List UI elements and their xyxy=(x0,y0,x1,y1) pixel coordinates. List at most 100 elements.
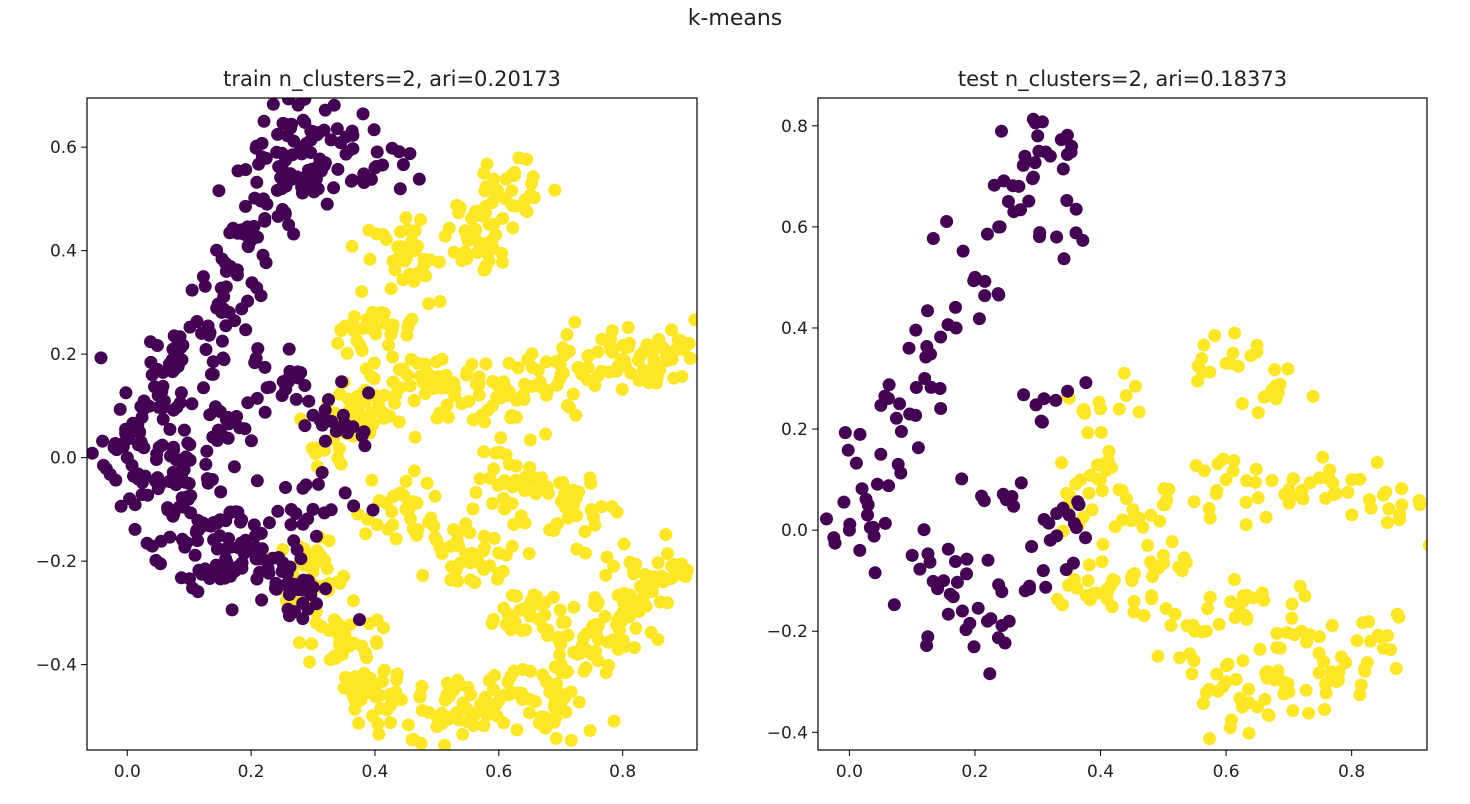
test-cluster1-point xyxy=(1306,389,1320,403)
test-cluster0-point xyxy=(956,244,970,258)
train-cluster1-point xyxy=(453,678,467,692)
train-cluster0-point xyxy=(276,172,290,186)
test-cluster1-point xyxy=(1345,473,1359,487)
train-cluster0-point xyxy=(288,580,301,594)
test-cluster1-point xyxy=(1100,582,1114,596)
train-cluster1-point xyxy=(331,336,345,350)
test-cluster0-point xyxy=(971,601,985,615)
train-cluster1-point xyxy=(718,343,731,356)
train-cluster1-point xyxy=(564,685,578,699)
test-cluster1-point xyxy=(1172,560,1186,574)
test-cluster0-point xyxy=(1060,148,1074,161)
train-cluster0-point xyxy=(200,444,214,458)
test-cluster1-point xyxy=(1286,472,1300,486)
test-cluster1-point xyxy=(1270,626,1284,640)
train-cluster0-point xyxy=(251,552,264,566)
train-cluster0-point xyxy=(396,158,410,172)
train-cluster1-point xyxy=(411,269,425,283)
train-cluster1-point xyxy=(487,462,501,476)
train-cluster0-point xyxy=(179,450,193,464)
test-cluster0-point xyxy=(909,408,923,422)
test-cluster1-point xyxy=(1282,685,1296,699)
test-points xyxy=(820,112,1427,746)
test-cluster0-point xyxy=(878,516,892,530)
train-cluster0-point xyxy=(358,439,372,453)
test-cluster1-point xyxy=(1219,473,1233,487)
train-cluster1-point xyxy=(350,399,364,413)
train-cluster1-point xyxy=(701,389,714,402)
train-cluster1-point xyxy=(387,693,401,707)
test-cluster0-point xyxy=(955,604,969,618)
test-cluster0-point xyxy=(949,555,962,568)
train-cluster0-point xyxy=(296,612,310,626)
train-cluster0-point xyxy=(370,145,384,159)
train-cluster1-point xyxy=(497,491,511,505)
train-cluster1-point xyxy=(610,505,624,519)
train-cluster1-point xyxy=(589,624,603,638)
test-cluster1-point xyxy=(1293,579,1307,593)
train-cluster1-point xyxy=(469,486,483,499)
test-cluster1-point xyxy=(1074,473,1088,487)
test-cluster1-point xyxy=(1082,486,1096,500)
test-cluster1-point xyxy=(1216,452,1230,466)
train-xtick-label: 0.4 xyxy=(361,762,388,782)
train-cluster0-point xyxy=(296,113,310,127)
train-cluster1-point xyxy=(428,531,442,545)
train-cluster0-point xyxy=(313,413,327,427)
train-cluster1-point xyxy=(346,323,360,337)
train-cluster1-point xyxy=(430,709,444,723)
train-cluster1-point xyxy=(526,170,540,184)
test-cluster1-point xyxy=(1201,602,1215,616)
test-cluster0-point xyxy=(978,289,992,303)
train-cluster0-point xyxy=(150,339,164,352)
test-cluster0-point xyxy=(1033,226,1047,240)
train-cluster0-point xyxy=(338,486,352,500)
train-cluster1-point xyxy=(428,489,442,503)
train-cluster1-point xyxy=(305,637,319,651)
train-cluster0-point xyxy=(214,485,228,499)
train-cluster0-point xyxy=(324,133,338,147)
train-cluster1-point xyxy=(353,677,366,691)
test-cluster0-point xyxy=(905,548,919,562)
test-cluster1-point xyxy=(1210,667,1224,681)
test-cluster1-point xyxy=(1151,649,1165,663)
test-cluster0-point xyxy=(941,542,955,556)
test-cluster1-point xyxy=(1235,397,1249,411)
train-cluster1-point xyxy=(418,387,432,401)
train-cluster1-point xyxy=(322,534,336,548)
train-cluster1-point xyxy=(548,183,562,197)
train-cluster1-point xyxy=(417,252,431,266)
train-cluster0-point xyxy=(175,470,189,484)
train-cluster1-point xyxy=(399,474,413,488)
train-cluster1-point xyxy=(347,691,361,705)
train-cluster0-point xyxy=(311,477,325,491)
test-cluster0-point xyxy=(949,300,962,314)
test-cluster1-point xyxy=(1253,642,1267,656)
train-cluster1-point xyxy=(553,476,567,490)
train-cluster1-point xyxy=(717,334,730,347)
test-cluster1-point xyxy=(1295,483,1309,497)
train-cluster1-point xyxy=(499,448,513,462)
train-cluster1-point xyxy=(385,505,399,519)
train-cluster1-point xyxy=(407,394,421,408)
train-cluster1-point xyxy=(566,502,580,516)
train-cluster1-point xyxy=(531,363,545,377)
train-cluster0-point xyxy=(205,473,219,486)
test-cluster1-point xyxy=(1280,626,1294,640)
test-cluster1-point xyxy=(1286,704,1300,718)
train-cluster1-point xyxy=(505,539,519,553)
test-ytick-label: 0.6 xyxy=(781,218,808,238)
train-cluster1-point xyxy=(337,569,351,583)
train-cluster1-point xyxy=(504,686,518,699)
test-cluster0-point xyxy=(1057,252,1071,266)
train-cluster1-point xyxy=(415,679,429,693)
train-cluster1-point xyxy=(430,720,444,733)
train-cluster0-point xyxy=(266,551,280,565)
train-cluster1-point xyxy=(451,574,465,588)
test-ticks: 0.0 0.2 0.4 0.6 0.8 −0.4 −0.2 0.0 0.2 0.4 0.6 0.8 xyxy=(767,117,1365,782)
train-cluster0-point xyxy=(212,184,226,198)
train-cluster1-point xyxy=(303,655,317,669)
test-cluster1-point xyxy=(1281,362,1295,376)
train-cluster0-point xyxy=(247,518,261,532)
train-cluster0-point xyxy=(341,145,355,159)
